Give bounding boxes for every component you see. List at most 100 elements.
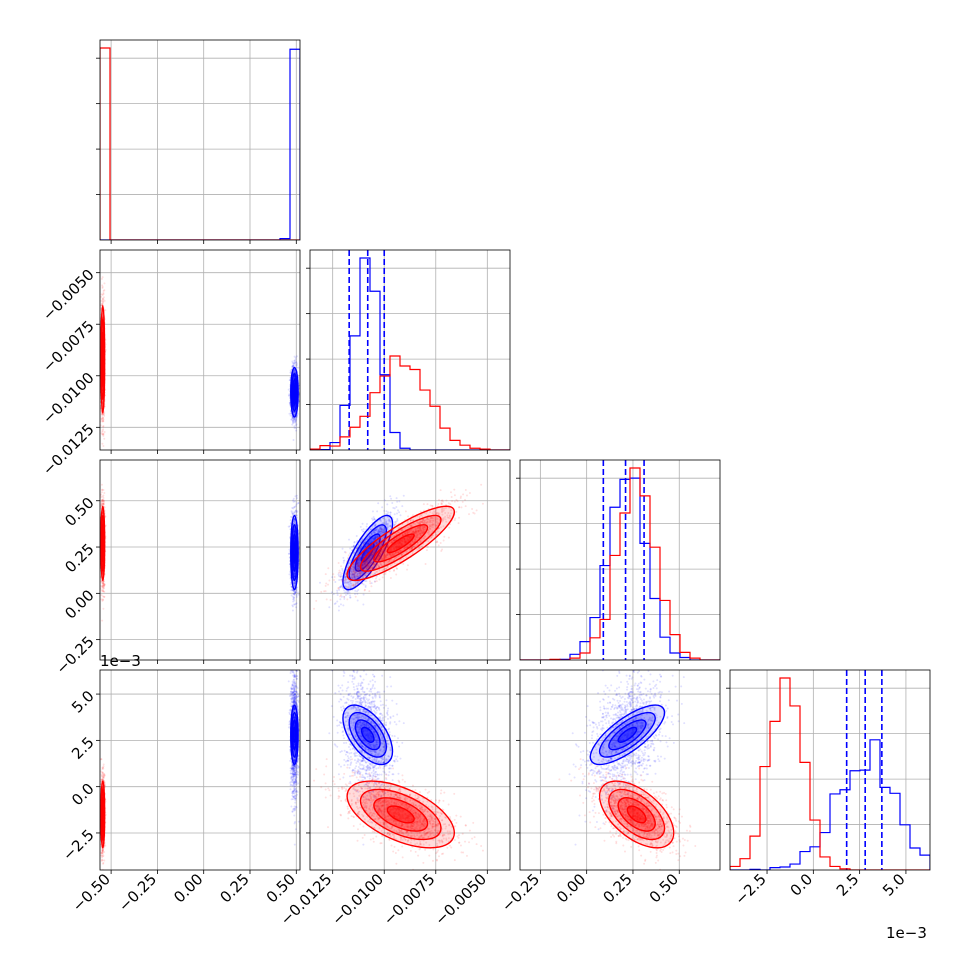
sample-point [293,583,296,586]
sample-point [297,502,300,505]
sample-point [293,383,296,386]
sample-point [103,289,106,292]
sample-point [102,416,105,419]
sample-point [300,513,302,515]
sample-point [102,499,105,502]
sample-point [293,531,296,534]
sample-point [293,412,296,415]
sample-point [293,530,296,533]
sample-point [293,582,296,585]
sample-point [102,502,105,505]
sample-point [294,358,297,361]
sample-point [295,497,298,500]
sample-point [293,406,296,409]
sample-point [292,590,295,593]
sample-point [293,562,296,565]
sample-point [102,434,105,437]
sample-point [291,420,294,423]
axes-frame [99,39,301,241]
sample-point [293,376,296,379]
sample-point [293,529,296,532]
histogram-series-2 [520,467,720,660]
sample-point [293,383,296,386]
sample-point [294,418,297,421]
sample-point [293,528,296,531]
sample-point [291,417,294,420]
sample-point [293,411,296,414]
sample-point [291,506,294,509]
sample-point [296,591,299,594]
sample-point [293,398,296,401]
density-contour [101,345,104,374]
sample-point [102,420,105,423]
density-contour [292,542,297,563]
sample-point [293,571,296,574]
sample-point [101,284,104,287]
sample-point [293,563,296,566]
sample-point [293,382,296,385]
sample-point [290,594,293,597]
sample-point [102,301,105,304]
sample-point [103,585,106,588]
sample-point [293,418,296,421]
sample-point [293,369,296,372]
sample-point [101,302,104,305]
histogram-series-2 [310,355,510,450]
sample-point [292,369,295,372]
sample-point [296,366,299,369]
sample-point [292,597,295,600]
sample-point [102,413,105,416]
histogram-series-1 [100,48,300,240]
sample-point [293,563,296,566]
density-contour [292,385,297,400]
sample-point [101,433,104,436]
sample-point [293,405,296,408]
sample-point [102,503,105,506]
sample-point [102,595,105,598]
sample-point [100,293,103,296]
sample-point [101,276,104,279]
sample-point [293,530,296,533]
sample-point [292,365,295,368]
sample-point [102,418,105,421]
sample-point [290,418,293,421]
sample-point [293,519,296,522]
sample-point [294,590,297,593]
sample-point [294,419,297,422]
sample-point [295,363,298,366]
sample-point [293,375,296,378]
sample-point [291,595,294,598]
sample-point [290,418,293,421]
sample-point [101,502,104,505]
sample-point [293,506,296,509]
sample-point [293,530,296,533]
sample-point [292,582,295,585]
histogram-series-2 [730,677,930,870]
sample-point [293,362,296,365]
sample-point [293,418,296,421]
sample-point [291,604,294,607]
sample-point [293,377,296,380]
sample-point [293,572,296,575]
sample-point [293,596,296,599]
sample-point [293,539,296,542]
sample-point [291,588,294,591]
sample-point [292,530,295,533]
sample-point [294,582,297,585]
sample-point [100,299,103,302]
sample-point [100,503,103,506]
sample-point [291,511,294,514]
sample-point [102,416,105,419]
sample-point [292,596,295,599]
histogram-panel-1 [96,39,301,241]
sample-point [295,426,298,429]
sample-point [101,429,104,432]
sample-point [102,292,105,295]
sample-point [100,498,103,501]
sample-point [293,517,296,520]
sample-point [293,531,296,534]
sample-point [295,595,298,598]
sample-point [293,506,296,509]
sample-point [293,370,296,373]
sample-point [292,500,295,503]
